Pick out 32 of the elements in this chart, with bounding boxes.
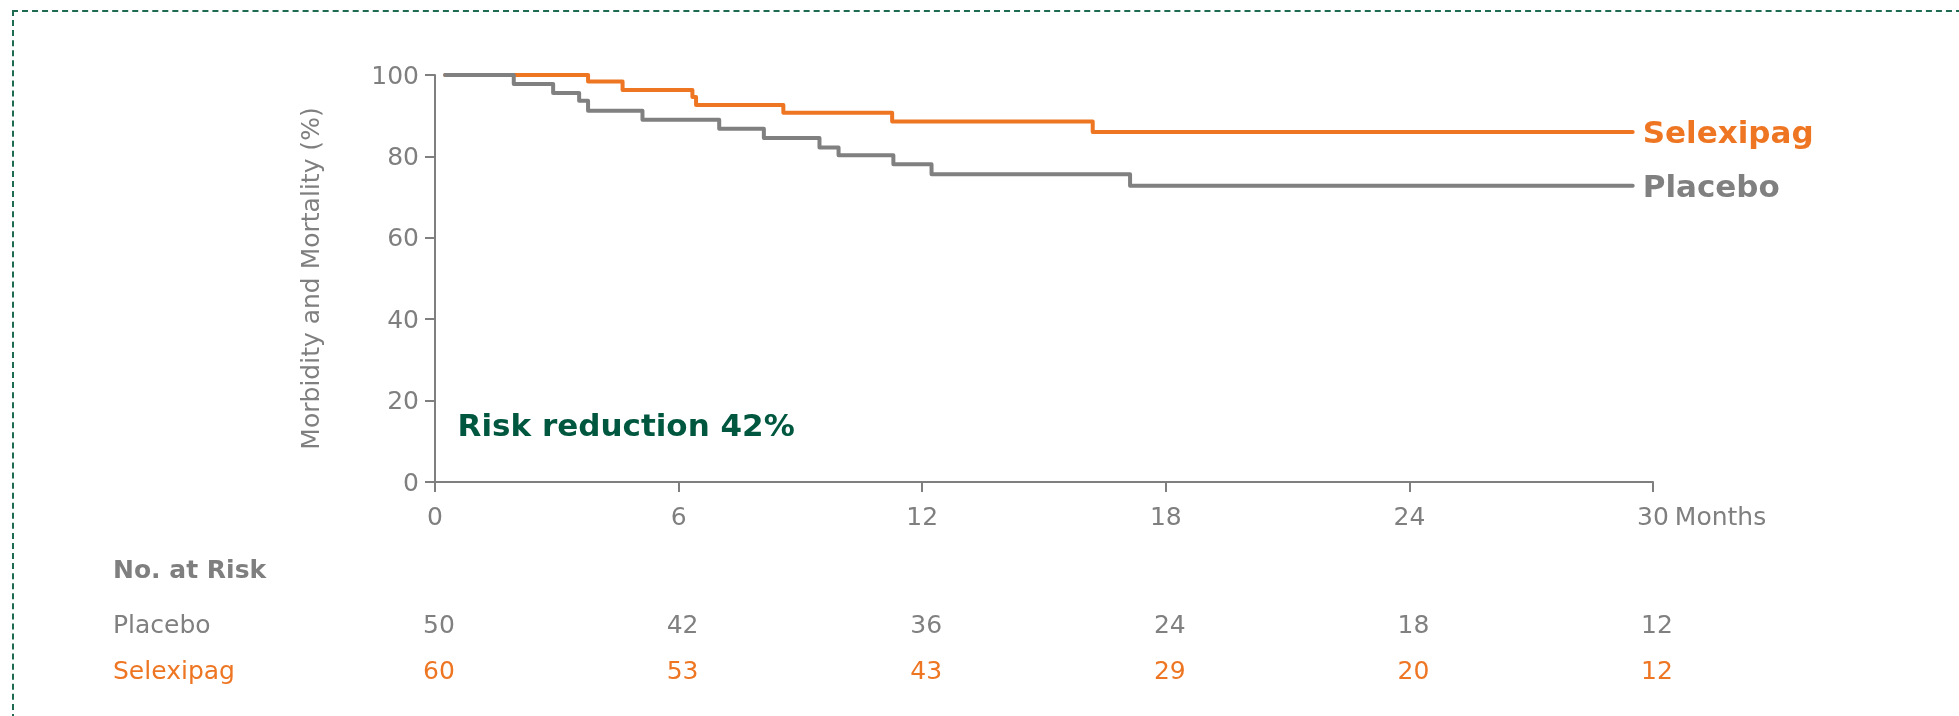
y-axis-title: Morbidity and Mortality (%) xyxy=(296,107,325,450)
text: 24 xyxy=(1153,610,1186,639)
text: No. at Risk xyxy=(113,555,268,584)
text: 12 xyxy=(1641,610,1673,639)
y-tick-label: 80 xyxy=(387,141,419,171)
x-tick-label: 0 xyxy=(427,502,443,531)
y-tick-label: 60 xyxy=(387,223,419,253)
text: 43 xyxy=(910,656,943,685)
text: 42 xyxy=(666,610,699,639)
annotation: Risk reduction 42% xyxy=(457,406,795,443)
series-label: Placebo xyxy=(1642,167,1780,204)
text: 50 xyxy=(423,610,455,639)
text: 60 xyxy=(423,656,455,685)
text: 20 xyxy=(1397,656,1430,685)
x-tick-label: 12 xyxy=(906,502,939,531)
text: 53 xyxy=(666,656,699,685)
series-label: Selexipag xyxy=(1642,113,1814,150)
x-tick-label: 18 xyxy=(1149,502,1182,531)
text: Placebo xyxy=(113,610,211,639)
x-tick-label: 24 xyxy=(1393,502,1426,531)
text: Selexipag xyxy=(113,656,235,685)
text: 36 xyxy=(910,610,943,639)
y-tick-label: 40 xyxy=(387,304,419,334)
text: 18 xyxy=(1397,610,1430,639)
x-axis-title: Months xyxy=(1674,502,1767,531)
text: 29 xyxy=(1153,656,1186,685)
text: 12 xyxy=(1641,656,1673,685)
y-tick-label: 20 xyxy=(387,386,419,416)
x-tick-label: 30 xyxy=(1637,502,1669,531)
y-tick-label: 0 xyxy=(403,467,419,497)
y-tick-label: 100 xyxy=(371,60,419,90)
x-tick-label: 6 xyxy=(670,502,687,531)
